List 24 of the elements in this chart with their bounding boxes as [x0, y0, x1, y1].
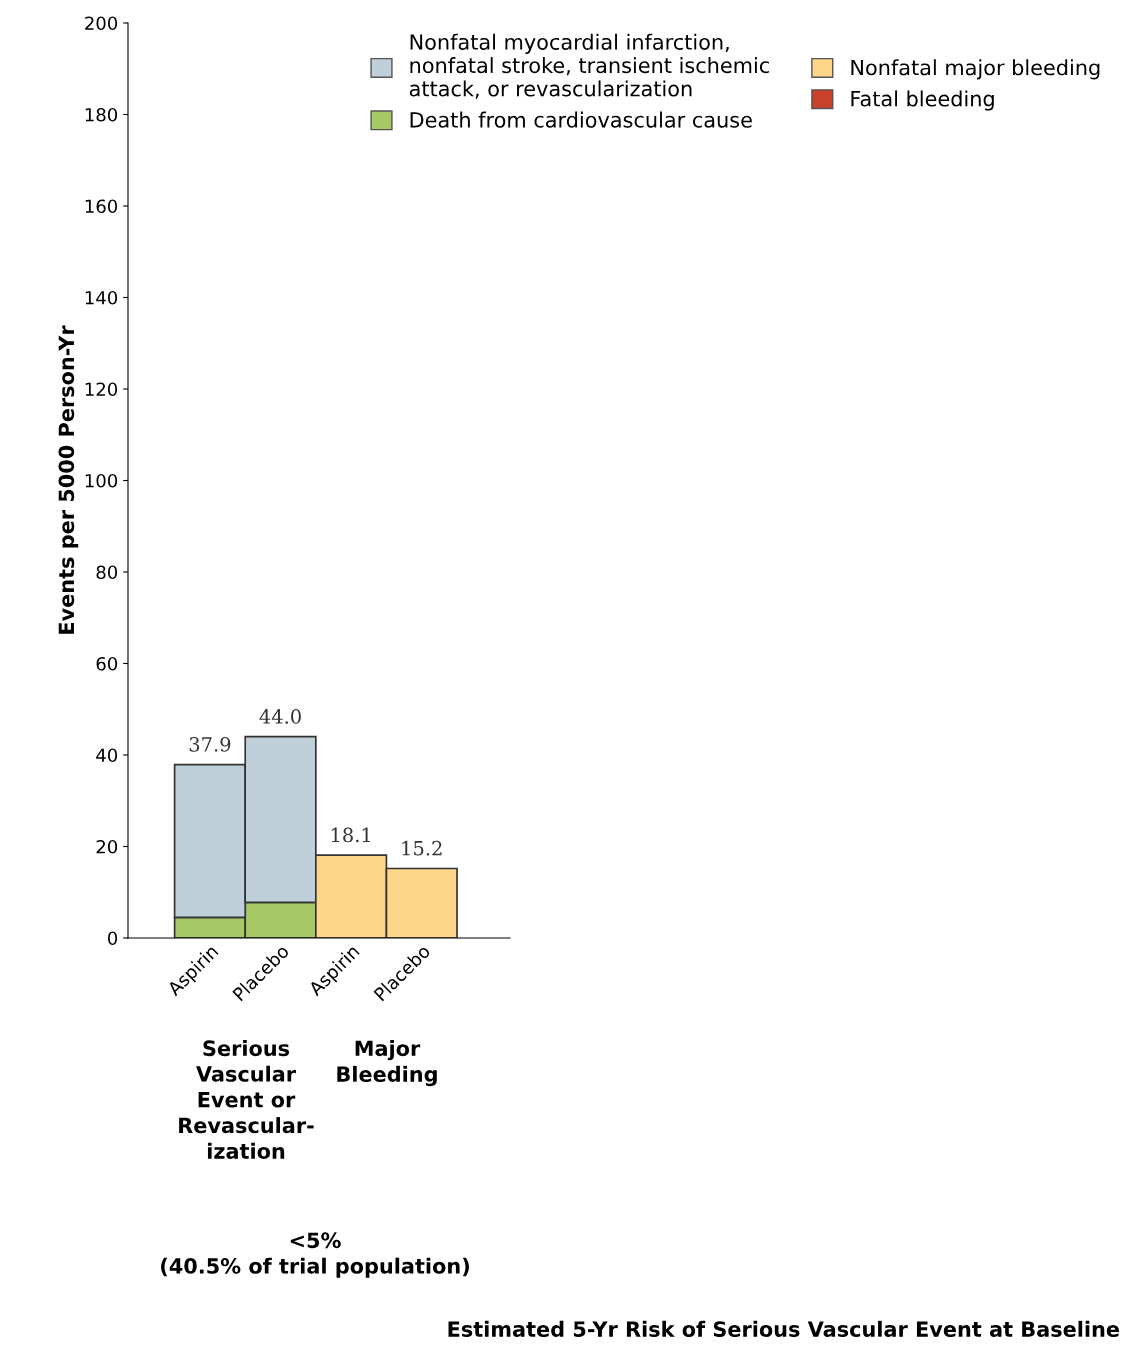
y-tick-label: 120 [85, 382, 118, 397]
y-tick-label: 140 [85, 290, 118, 305]
legend-label: Fatal bleeding [851, 90, 994, 111]
y-tick-label: 20 [96, 839, 118, 854]
text: <5% (40.5% of trial population) [161, 1232, 469, 1278]
y-tick-label: 160 [85, 199, 118, 214]
y-tick-label: 0 [107, 931, 118, 946]
y-tick-label: 40 [96, 748, 118, 763]
total-label: 37.9 [189, 736, 231, 752]
legend-label: Nonfatal myocardial infarction, nonfatal stroke, transient ischemic attack, or revascularization [409, 33, 769, 99]
text: Estimated 5-Yr Risk of Serious Vascular Event at Baseline [448, 1320, 1119, 1337]
y-tick-label: 200 [85, 16, 118, 31]
y-tick-label: 60 [96, 656, 118, 671]
legend-label: Nonfatal major bleeding [851, 59, 1100, 80]
y-tick-label: 80 [96, 565, 118, 580]
y-axis-title: Events per 5000 Person-Yr [58, 325, 79, 634]
total-label: 15.2 [402, 840, 442, 856]
legend-label: Death from cardiovascular cause [410, 111, 752, 128]
y-tick-label: 100 [85, 473, 118, 488]
y-tick-label: 180 [85, 107, 118, 122]
text: Major Bleeding [337, 1040, 437, 1087]
total-label: 18.1 [331, 827, 371, 843]
total-label: 44.0 [259, 709, 301, 724]
text: Serious Vascular Event or Revascular- ization [179, 1040, 314, 1159]
